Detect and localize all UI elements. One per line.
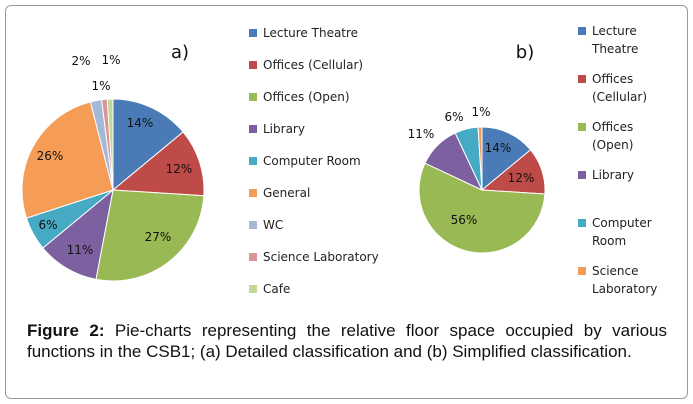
pie-slice-offices-open <box>418 162 546 254</box>
legend-swatch <box>249 189 257 197</box>
slice-percent-label: 14% <box>127 116 154 130</box>
caption-label: Figure 2: <box>27 321 105 340</box>
panel-label: b) <box>516 42 534 63</box>
legend-swatch <box>249 221 257 229</box>
pie-slice-offices-open <box>95 189 205 282</box>
legend-swatch <box>578 171 586 179</box>
legend-label: Library <box>592 168 634 182</box>
legend-label: Computer Room <box>263 154 361 168</box>
legend-swatch <box>578 219 586 227</box>
slice-percent-label: 12% <box>166 162 193 176</box>
legend-label: WC <box>263 218 283 232</box>
figure-caption: Figure 2: Pie-charts representing the re… <box>27 320 667 362</box>
slice-percent-label: 6% <box>38 218 57 232</box>
slice-percent-label: 11% <box>408 127 435 141</box>
legend-swatch <box>578 27 586 35</box>
pie-slice-lecture-theatre <box>112 98 184 192</box>
legend-label: (Open) <box>592 138 633 152</box>
legend-label: General <box>263 186 310 200</box>
legend-label: Room <box>592 234 626 248</box>
legend-label: Library <box>263 122 305 136</box>
slice-percent-label: 1% <box>91 79 110 93</box>
legend-label: Offices <box>592 72 633 86</box>
legend: Lecture Theatre Offices (Cellular) Offices (O… <box>578 24 657 296</box>
pie-slice-general <box>21 101 114 219</box>
legend-label: Laboratory <box>592 282 657 296</box>
legend-label: Cafe <box>263 282 290 296</box>
legend-label: (Cellular) <box>592 90 647 104</box>
slice-percent-label: 14% <box>485 141 512 155</box>
legend-swatch <box>249 285 257 293</box>
legend-swatch <box>578 267 586 275</box>
legend-swatch <box>249 253 257 261</box>
legend-label: Offices <box>592 120 633 134</box>
slice-percent-label: 11% <box>67 243 94 257</box>
slice-percent-label: 26% <box>37 149 64 163</box>
legend-label: Computer <box>592 216 652 230</box>
legend-swatch <box>249 125 257 133</box>
panel-label: a) <box>171 42 189 63</box>
legend-label: Lecture Theatre <box>263 26 358 40</box>
slice-percent-label: 27% <box>145 230 172 244</box>
pie-chart-a: 14%12%27%11%6%26%2%1%1% a)Lecture Theatre… <box>21 26 379 296</box>
slice-percent-label: 6% <box>444 110 463 124</box>
legend-swatch <box>578 123 586 131</box>
caption-text: Pie-charts representing the relative flo… <box>27 321 667 361</box>
legend-swatch <box>249 157 257 165</box>
pie-slice-offices-cellular <box>111 131 205 197</box>
slice-percent-label: 2% <box>71 54 90 68</box>
pie-slice-science-laboratory <box>477 126 483 191</box>
legend: Lecture Theatre Offices (Cellular) Offices… <box>249 26 379 296</box>
legend-label: Science Laboratory <box>263 250 379 264</box>
legend-label: Science <box>592 264 639 278</box>
slice-percent-label: 12% <box>508 171 535 185</box>
pie-slice-lecture-theatre <box>481 126 532 192</box>
pie-slice-cafe <box>106 98 114 191</box>
legend-swatch <box>249 29 257 37</box>
legend-swatch <box>249 61 257 69</box>
slice-percent-label: 56% <box>451 213 478 227</box>
legend-swatch <box>578 75 586 83</box>
legend-label: Theatre <box>591 42 638 56</box>
legend-label: Offices (Open) <box>263 90 350 104</box>
legend-label: Lecture <box>592 24 637 38</box>
slice-percent-label: 1% <box>471 105 490 119</box>
legend-swatch <box>249 93 257 101</box>
slice-percent-label: 1% <box>101 53 120 67</box>
legend-label: Offices (Cellular) <box>263 58 363 72</box>
pie-chart-b: 14% 12% 56% 11% 6% 1% b) Lecture Theatre Offices (… <box>408 24 658 296</box>
